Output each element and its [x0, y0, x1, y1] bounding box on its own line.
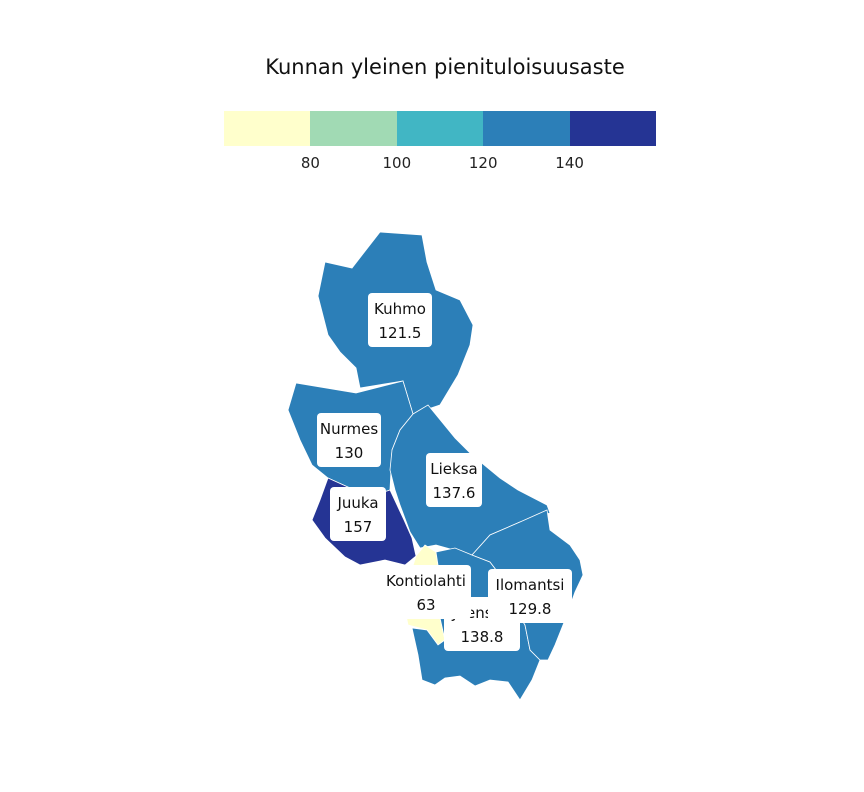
legend-tick-100: 100 [382, 154, 412, 172]
label-kuhmo: Kuhmo 121.5 [368, 293, 432, 347]
label-kontiolahti: Kontiolahti 63 [381, 565, 471, 619]
legend-tick-80: 80 [300, 154, 320, 172]
label-value: 157 [344, 518, 373, 536]
legend-swatch-4 [483, 111, 570, 146]
label-value: 129.8 [509, 600, 552, 618]
legend-swatch-5 [569, 111, 657, 146]
label-value: 138.8 [461, 628, 504, 646]
label-value: 63 [416, 596, 435, 614]
legend-ticks: 80 100 120 140 [224, 154, 656, 174]
color-legend [224, 111, 657, 146]
label-name: Kuhmo [374, 300, 426, 318]
legend-swatch-2 [310, 111, 397, 146]
label-name: Nurmes [320, 420, 378, 438]
label-juuka: Juuka 157 [330, 487, 386, 541]
legend-tick-120: 120 [468, 154, 498, 172]
label-value: 130 [335, 444, 364, 462]
legend-swatch-1 [224, 111, 311, 146]
label-value: 121.5 [379, 324, 422, 342]
label-box [368, 293, 432, 347]
label-name: Ilomantsi [496, 576, 565, 594]
label-ilomantsi: Ilomantsi 129.8 [488, 569, 572, 623]
label-name: Lieksa [430, 460, 477, 478]
label-name: Kontiolahti [386, 572, 466, 590]
map-title: Kunnan yleinen pienituloisuusaste [265, 55, 625, 79]
label-nurmes: Nurmes 130 [317, 413, 381, 467]
label-box [330, 487, 386, 541]
label-box [317, 413, 381, 467]
legend-swatch-3 [396, 111, 484, 146]
label-box [381, 565, 471, 619]
label-lieksa: Lieksa 137.6 [426, 453, 482, 507]
label-box [426, 453, 482, 507]
label-name: Juuka [336, 494, 378, 512]
legend-tick-140: 140 [555, 154, 584, 172]
label-value: 137.6 [433, 484, 476, 502]
label-box [488, 569, 572, 623]
